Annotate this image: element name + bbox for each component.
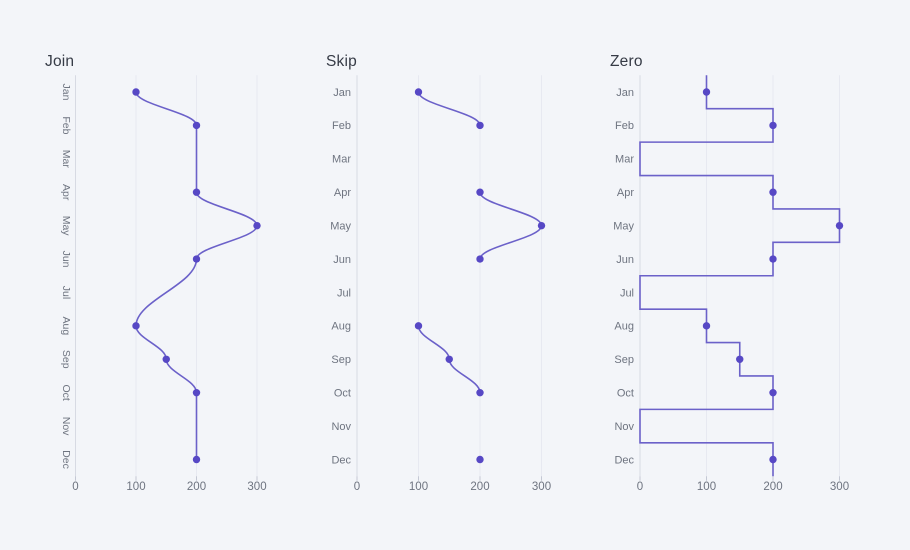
y-axis-label: Mar [332, 154, 351, 166]
chart-title-join: Join [45, 53, 75, 70]
data-point[interactable] [414, 88, 423, 96]
y-axis-label: Apr [60, 184, 72, 201]
y-axis-label: Oct [334, 387, 351, 399]
line-series-segment [417, 91, 481, 126]
x-axis-label: 100 [409, 481, 428, 493]
data-point[interactable] [769, 188, 777, 196]
data-point[interactable] [736, 355, 744, 363]
y-axis-label: Sep [60, 350, 72, 369]
x-axis-label: 300 [830, 481, 849, 493]
y-axis-label: May [613, 220, 634, 232]
x-axis-label: 0 [637, 481, 643, 493]
y-axis-label: Jan [333, 87, 351, 99]
y-axis-label: Jun [333, 254, 351, 266]
y-axis-label: Nov [60, 417, 72, 436]
y-axis-label: Oct [60, 385, 72, 401]
y-axis-label: Feb [615, 120, 634, 132]
data-point[interactable] [537, 221, 546, 230]
y-axis-label: May [60, 216, 72, 237]
y-axis-label: Jul [337, 287, 351, 299]
y-axis-label: Apr [334, 187, 351, 199]
x-axis-label: 200 [187, 481, 206, 493]
data-point[interactable] [769, 121, 777, 130]
data-point[interactable] [253, 221, 261, 230]
data-point[interactable] [476, 455, 484, 464]
y-axis-label: Feb [60, 116, 72, 134]
y-axis-label: Jun [616, 254, 634, 266]
chart-zero: 0 100 200 300 Jan Feb Mar Apr May Jun Jul Aug Sep Oct… [613, 75, 849, 493]
x-axis-label: 100 [126, 481, 145, 493]
data-point[interactable] [769, 455, 777, 464]
y-axis-label: Jul [620, 287, 634, 299]
y-axis-label: Jan [60, 84, 72, 101]
x-axis-label: 200 [470, 481, 489, 493]
data-point[interactable] [769, 255, 777, 263]
y-axis-label: Sep [614, 354, 634, 366]
y-axis-label: Sep [331, 354, 351, 366]
data-point[interactable] [445, 355, 453, 363]
y-axis-label: Aug [614, 321, 634, 333]
data-point[interactable] [162, 355, 170, 363]
data-point[interactable] [414, 322, 423, 330]
x-axis-label: 0 [354, 481, 360, 493]
y-axis-label: May [330, 220, 351, 232]
chart-title-zero: Zero [610, 53, 643, 70]
data-point[interactable] [476, 121, 484, 130]
data-point[interactable] [132, 88, 140, 96]
data-point[interactable] [835, 221, 844, 230]
y-axis-label: Dec [60, 450, 72, 469]
line-series-segment [479, 191, 543, 260]
y-axis-label: Nov [331, 421, 351, 433]
y-axis-label: Jul [60, 286, 72, 299]
x-axis-label: 0 [72, 481, 78, 493]
y-axis-label: Dec [331, 454, 351, 466]
y-axis-label: Jun [60, 251, 72, 268]
y-axis-label: Nov [614, 421, 634, 433]
data-point[interactable] [192, 188, 201, 196]
data-point[interactable] [476, 255, 484, 263]
y-axis-label: Mar [615, 154, 634, 166]
y-axis-label: Apr [617, 187, 634, 199]
data-point[interactable] [769, 388, 777, 397]
data-point[interactable] [192, 455, 201, 464]
x-axis-label: 300 [532, 481, 551, 493]
chart-skip: 0 100 200 300 Jan Feb Mar Apr May Jun Jul Aug Sep Oct… [330, 75, 551, 493]
y-axis-label: Dec [614, 454, 634, 466]
data-point[interactable] [192, 255, 201, 263]
y-axis-label: Mar [60, 150, 72, 169]
data-point[interactable] [702, 88, 711, 96]
y-axis-label: Oct [617, 387, 634, 399]
y-axis-label: Aug [60, 317, 72, 336]
chart-title-skip: Skip [326, 53, 357, 70]
x-axis-label: 100 [697, 481, 716, 493]
chart-join: 0 100 200 300 Jan Feb Mar Apr May Jun Jul Aug Sep Oct… [60, 75, 267, 493]
y-axis-label: Jan [616, 87, 634, 99]
y-axis-label: Feb [332, 120, 351, 132]
x-axis-label: 200 [763, 481, 782, 493]
data-point[interactable] [192, 121, 201, 130]
data-point[interactable] [702, 322, 711, 330]
y-axis-label: Aug [331, 321, 351, 333]
data-point[interactable] [476, 388, 484, 397]
data-point[interactable] [132, 322, 140, 330]
step-line-series [639, 75, 841, 477]
data-point[interactable] [476, 188, 484, 196]
data-point[interactable] [192, 388, 201, 397]
x-axis-label: 300 [247, 481, 266, 493]
